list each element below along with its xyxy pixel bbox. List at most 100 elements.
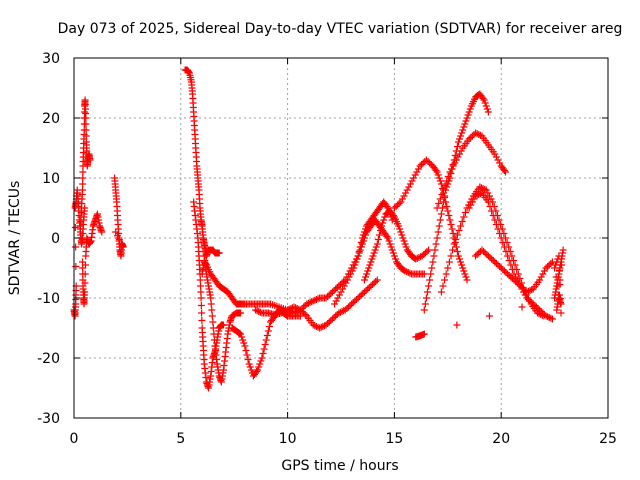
data-point	[494, 225, 502, 233]
data-point	[86, 156, 94, 164]
data-point	[383, 203, 391, 210]
data-point	[208, 312, 216, 320]
data-point	[449, 162, 457, 170]
data-point	[262, 336, 270, 344]
data-point	[484, 189, 492, 197]
data-point	[500, 243, 508, 251]
data-point	[497, 264, 505, 272]
data-point	[413, 254, 421, 262]
data-point	[387, 243, 395, 251]
data-point	[265, 323, 273, 330]
y-tick-label: 20	[42, 111, 60, 127]
data-point	[301, 311, 309, 318]
data-point	[389, 212, 397, 219]
data-point	[98, 228, 106, 236]
data-point	[494, 156, 502, 164]
data-point	[475, 131, 483, 138]
data-point	[261, 341, 269, 348]
data-point	[342, 279, 350, 287]
data-point	[448, 165, 456, 173]
data-point	[81, 261, 89, 269]
data-point	[379, 219, 387, 227]
data-point	[72, 243, 80, 251]
data-point	[314, 295, 322, 303]
y-tick-label: -30	[37, 411, 60, 427]
data-point	[433, 234, 441, 242]
series-s8	[198, 258, 298, 317]
data-point	[454, 252, 462, 260]
data-point	[458, 129, 466, 137]
data-point	[389, 249, 397, 257]
data-point	[465, 135, 473, 143]
data-point	[403, 268, 411, 276]
data-point	[245, 360, 253, 368]
data-point	[446, 174, 454, 182]
data-point	[292, 308, 300, 316]
axis-ticks	[73, 57, 609, 419]
data-point	[512, 278, 520, 285]
data-point	[293, 308, 301, 315]
data-point	[322, 294, 330, 302]
data-point	[263, 332, 271, 339]
data-point	[341, 306, 349, 314]
data-point	[285, 307, 293, 315]
data-point	[447, 221, 455, 228]
data-point	[319, 323, 327, 330]
data-point	[328, 288, 336, 296]
data-point	[391, 255, 399, 263]
data-point	[420, 270, 428, 278]
data-point	[408, 177, 416, 185]
data-point	[446, 216, 454, 224]
data-point	[446, 168, 454, 176]
data-point	[456, 255, 464, 263]
data-point	[475, 249, 483, 257]
data-point	[311, 322, 319, 330]
data-point	[359, 290, 367, 297]
data-point	[449, 246, 457, 254]
data-point	[424, 288, 432, 296]
data-point	[354, 252, 362, 260]
data-point	[357, 243, 365, 251]
data-point	[207, 300, 215, 308]
data-point	[414, 165, 422, 173]
series-s3	[79, 210, 106, 308]
data-point	[452, 236, 460, 243]
data-point	[390, 204, 398, 212]
data-point	[558, 261, 566, 269]
data-point	[536, 306, 544, 314]
data-point	[81, 108, 89, 116]
data-point	[482, 186, 490, 194]
data-point	[537, 308, 545, 315]
chart-title: Day 073 of 2025, Sidereal Day-to-day VTE…	[58, 21, 623, 37]
data-point	[475, 191, 483, 198]
data-point	[81, 270, 89, 278]
data-point	[420, 330, 428, 338]
data-point	[404, 269, 412, 276]
data-point	[348, 267, 356, 275]
data-point	[412, 255, 420, 263]
data-point	[324, 293, 332, 300]
data-point	[312, 323, 320, 330]
data-point	[526, 287, 534, 294]
data-point	[437, 288, 445, 296]
data-point	[198, 317, 206, 324]
data-point	[432, 167, 440, 174]
data-point	[332, 285, 340, 293]
data-point	[255, 363, 263, 371]
data-point	[515, 281, 523, 288]
data-point	[366, 261, 374, 269]
data-point	[433, 168, 441, 176]
data-point	[518, 303, 526, 311]
data-point	[473, 191, 481, 199]
data-point	[443, 183, 451, 191]
data-point	[365, 264, 373, 272]
data-point	[485, 192, 493, 200]
data-point	[364, 267, 372, 275]
series-s16	[433, 129, 509, 212]
data-point	[196, 276, 204, 284]
data-point	[356, 293, 364, 300]
series-s13	[360, 207, 433, 284]
data-point	[396, 225, 404, 233]
data-point	[555, 266, 563, 274]
data-point	[303, 300, 311, 308]
